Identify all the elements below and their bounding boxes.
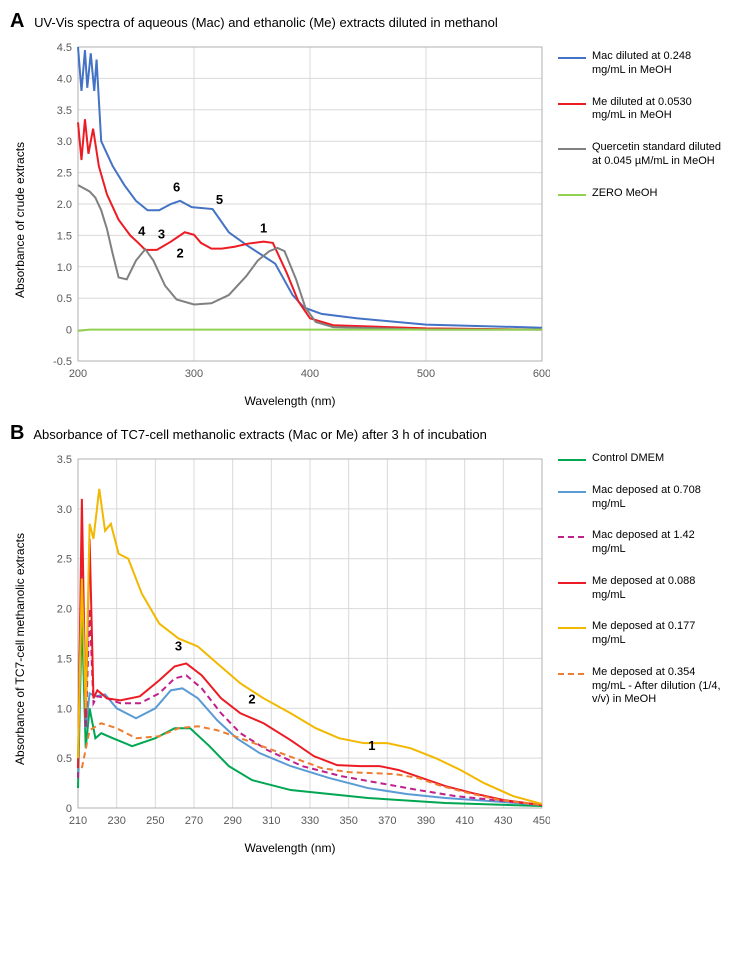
legend-label: Control DMEM — [592, 452, 723, 466]
svg-text:330: 330 — [301, 815, 319, 827]
legend-item-me354: Me deposed at 0.354 mg/mL - After diluti… — [558, 666, 723, 707]
svg-text:5: 5 — [216, 192, 223, 207]
svg-text:1.5: 1.5 — [57, 230, 72, 242]
svg-text:500: 500 — [417, 368, 435, 380]
svg-text:600: 600 — [533, 368, 550, 380]
legend-swatch — [558, 458, 586, 462]
legend-item-me: Me diluted at 0.0530 mg/mL in MeOH — [558, 96, 723, 124]
panel-b-title: Absorbance of TC7-cell methanolic extrac… — [33, 427, 487, 442]
legend-label: Me deposed at 0.354 mg/mL - After diluti… — [592, 666, 723, 707]
svg-text:2.0: 2.0 — [57, 604, 72, 616]
svg-text:-0.5: -0.5 — [53, 356, 72, 368]
legend-item-me177: Me deposed at 0.177 mg/mL — [558, 620, 723, 648]
svg-text:350: 350 — [339, 815, 357, 827]
svg-text:0: 0 — [66, 803, 72, 815]
legend-label: Me deposed at 0.177 mg/mL — [592, 620, 723, 648]
legend-swatch — [558, 102, 586, 106]
svg-text:1.0: 1.0 — [57, 703, 72, 715]
panel-b: B Absorbance of TC7-cell methanolic extr… — [10, 422, 723, 849]
legend-item-mac14: Mac deposed at 1.42 mg/mL — [558, 529, 723, 557]
legend-label: ZERO MeOH — [592, 187, 723, 201]
svg-text:3.0: 3.0 — [57, 136, 72, 148]
svg-text:3.0: 3.0 — [57, 504, 72, 516]
legend-label: Me deposed at 0.088 mg/mL — [592, 575, 723, 603]
svg-text:310: 310 — [262, 815, 280, 827]
legend-label: Quercetin standard diluted at 0.045 µM/m… — [592, 141, 723, 169]
legend-swatch — [558, 626, 586, 630]
svg-text:400: 400 — [301, 368, 319, 380]
chart-a: -0.5 0 0.5 1.0 1.5 2.0 2.5 3.0 3.5 4.0 4.5 200 300 40… — [30, 37, 550, 387]
legend-item-control: Control DMEM — [558, 452, 723, 466]
svg-text:0.5: 0.5 — [57, 293, 72, 305]
legend-swatch — [558, 56, 586, 60]
svg-text:4: 4 — [138, 223, 146, 238]
chart-b: 0 0.5 1.0 1.5 2.0 2.5 3.0 3.5 210 230 250 270 290 310… — [30, 449, 550, 834]
legend-item-mac: Mac diluted at 0.248 mg/mL in MeOH — [558, 50, 723, 78]
panel-a-left: A UV-Vis spectra of aqueous (Mac) and et… — [10, 10, 550, 402]
svg-text:300: 300 — [185, 368, 203, 380]
panel-a-caption: A UV-Vis spectra of aqueous (Mac) and et… — [10, 10, 550, 33]
svg-text:250: 250 — [146, 815, 164, 827]
legend-item-zero: ZERO MeOH — [558, 187, 723, 201]
chart-a-wrap: Absorbance of crude extracts -0.5 0 0.5 1.0… — [10, 37, 550, 402]
svg-text:1.0: 1.0 — [57, 262, 72, 274]
legend-label: Mac diluted at 0.248 mg/mL in MeOH — [592, 50, 723, 78]
svg-text:1: 1 — [260, 220, 267, 235]
legend-a: Mac diluted at 0.248 mg/mL in MeOH Me dil… — [550, 10, 723, 218]
chart-b-xlabel: Wavelength (nm) — [30, 841, 550, 855]
legend-item-me088: Me deposed at 0.088 mg/mL — [558, 575, 723, 603]
chart-b-wrap: Absorbance of TC7-cell methanolic extrac… — [10, 449, 550, 849]
panel-b-letter: B — [10, 422, 24, 444]
svg-text:3: 3 — [158, 227, 165, 242]
svg-text:3: 3 — [175, 638, 182, 653]
legend-swatch — [558, 147, 586, 151]
legend-swatch — [558, 581, 586, 585]
svg-text:4.5: 4.5 — [57, 42, 72, 54]
svg-text:1: 1 — [368, 738, 375, 753]
svg-text:210: 210 — [69, 815, 87, 827]
svg-text:4.0: 4.0 — [57, 73, 72, 85]
legend-swatch — [558, 672, 586, 676]
svg-text:450: 450 — [533, 815, 550, 827]
legend-item-mac07: Mac deposed at 0.708 mg/mL — [558, 484, 723, 512]
svg-text:390: 390 — [417, 815, 435, 827]
panel-a: A UV-Vis spectra of aqueous (Mac) and et… — [10, 10, 723, 402]
panel-a-title: UV-Vis spectra of aqueous (Mac) and etha… — [34, 15, 498, 30]
legend-label: Mac deposed at 1.42 mg/mL — [592, 529, 723, 557]
svg-text:200: 200 — [69, 368, 87, 380]
chart-b-ylabel: Absorbance of TC7-cell methanolic extrac… — [13, 533, 27, 765]
svg-text:1.5: 1.5 — [57, 653, 72, 665]
legend-swatch — [558, 490, 586, 494]
svg-text:2: 2 — [176, 245, 183, 260]
legend-swatch — [558, 193, 586, 197]
svg-text:0: 0 — [66, 325, 72, 337]
panel-b-left: B Absorbance of TC7-cell methanolic extr… — [10, 422, 550, 849]
svg-text:3.5: 3.5 — [57, 454, 72, 466]
legend-item-quercetin: Quercetin standard diluted at 0.045 µM/m… — [558, 141, 723, 169]
svg-text:2.5: 2.5 — [57, 168, 72, 180]
svg-text:2.5: 2.5 — [57, 554, 72, 566]
svg-text:0.5: 0.5 — [57, 753, 72, 765]
svg-text:430: 430 — [494, 815, 512, 827]
legend-label: Me diluted at 0.0530 mg/mL in MeOH — [592, 96, 723, 124]
svg-text:290: 290 — [223, 815, 241, 827]
panel-a-letter: A — [10, 10, 24, 32]
svg-text:2: 2 — [248, 691, 255, 706]
svg-text:410: 410 — [455, 815, 473, 827]
panel-b-caption: B Absorbance of TC7-cell methanolic extr… — [10, 422, 550, 445]
chart-a-xlabel: Wavelength (nm) — [30, 394, 550, 408]
legend-b: Control DMEM Mac deposed at 0.708 mg/mL Ma… — [550, 422, 723, 725]
svg-text:230: 230 — [107, 815, 125, 827]
svg-text:2.0: 2.0 — [57, 199, 72, 211]
legend-swatch — [558, 535, 586, 539]
svg-text:370: 370 — [378, 815, 396, 827]
chart-a-ylabel: Absorbance of crude extracts — [13, 141, 27, 297]
legend-label: Mac deposed at 0.708 mg/mL — [592, 484, 723, 512]
svg-text:270: 270 — [185, 815, 203, 827]
svg-text:3.5: 3.5 — [57, 105, 72, 117]
svg-text:6: 6 — [173, 179, 180, 194]
